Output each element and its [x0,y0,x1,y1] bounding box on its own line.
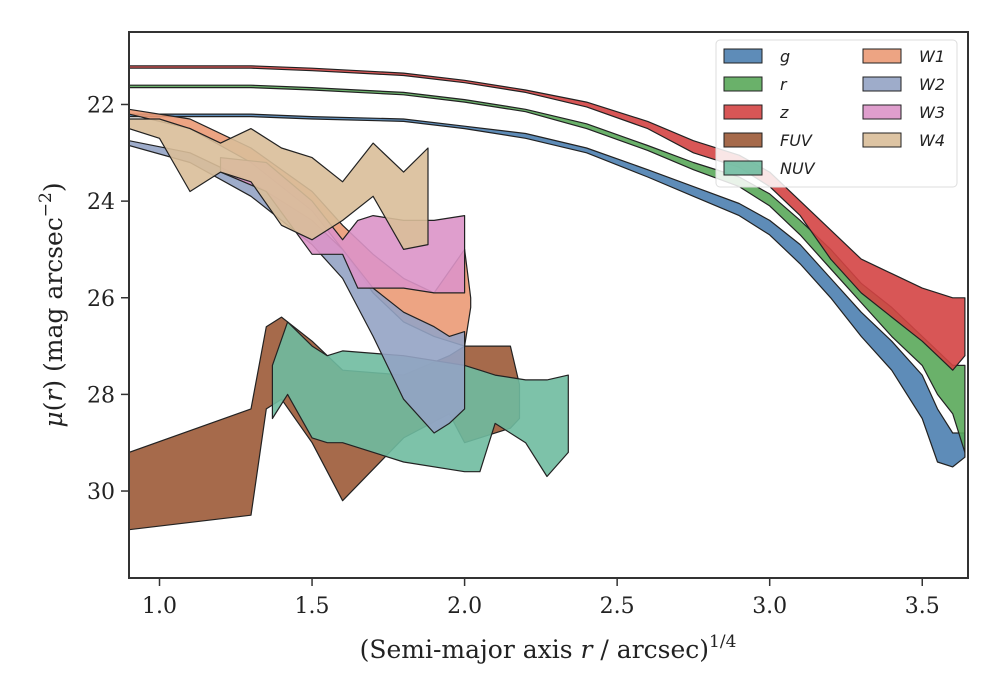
x-tick-label: 3.5 [905,594,940,619]
x-axis: 1.0 1.5 2.0 2.5 3.0 3.5 [142,578,940,619]
x-axis-label: (Semi-major axis r / arcsec)1/4 [360,632,737,664]
legend-label-nuv: NUV [780,159,816,178]
legend-swatch-w4 [862,132,902,148]
legend-swatch-w3 [862,104,902,120]
x-tick-label: 2.0 [447,594,482,619]
y-tick-label: 26 [87,287,115,312]
series-band-r [129,84,966,453]
plot-frame [128,31,969,579]
series-layer [129,65,966,531]
legend: grz FUV NUV W1 W2 W3 W4 [715,39,958,188]
series-band-z [129,65,966,371]
x-tick-label: 1.0 [142,594,177,619]
y-tick-label: 24 [87,190,115,215]
x-tick-label: 2.5 [600,594,635,619]
legend-swatch-z [723,104,763,120]
legend-label-g: g [780,47,790,66]
legend-label-w4: W4 [919,131,945,150]
y-axis-label: μ(r) (mag arcsec−2) [36,182,68,427]
legend-label-w3: W3 [919,103,945,122]
series-band-w4 [129,118,429,250]
series-band-g [129,113,966,468]
x-tick-label: 1.5 [295,594,330,619]
y-axis: 22 24 26 28 30 [87,93,129,505]
legend-label-z: z [779,103,789,122]
legend-label-w1: W1 [919,47,945,66]
x-tick-label: 3.0 [752,594,787,619]
y-tick-label: 22 [87,93,115,118]
legend-label-fuv: FUV [780,131,813,150]
y-tick-label: 28 [87,383,115,408]
y-tick-label: 30 [87,480,115,505]
legend-swatch-nuv [723,160,763,176]
legend-swatch-fuv [723,132,763,148]
legend-swatch-g [723,48,763,64]
legend-swatch-w1 [862,48,902,64]
legend-label-r: r [780,75,788,94]
legend-label-w2: W2 [919,75,945,94]
legend-swatch-w2 [862,76,902,92]
legend-swatch-r [723,76,763,92]
